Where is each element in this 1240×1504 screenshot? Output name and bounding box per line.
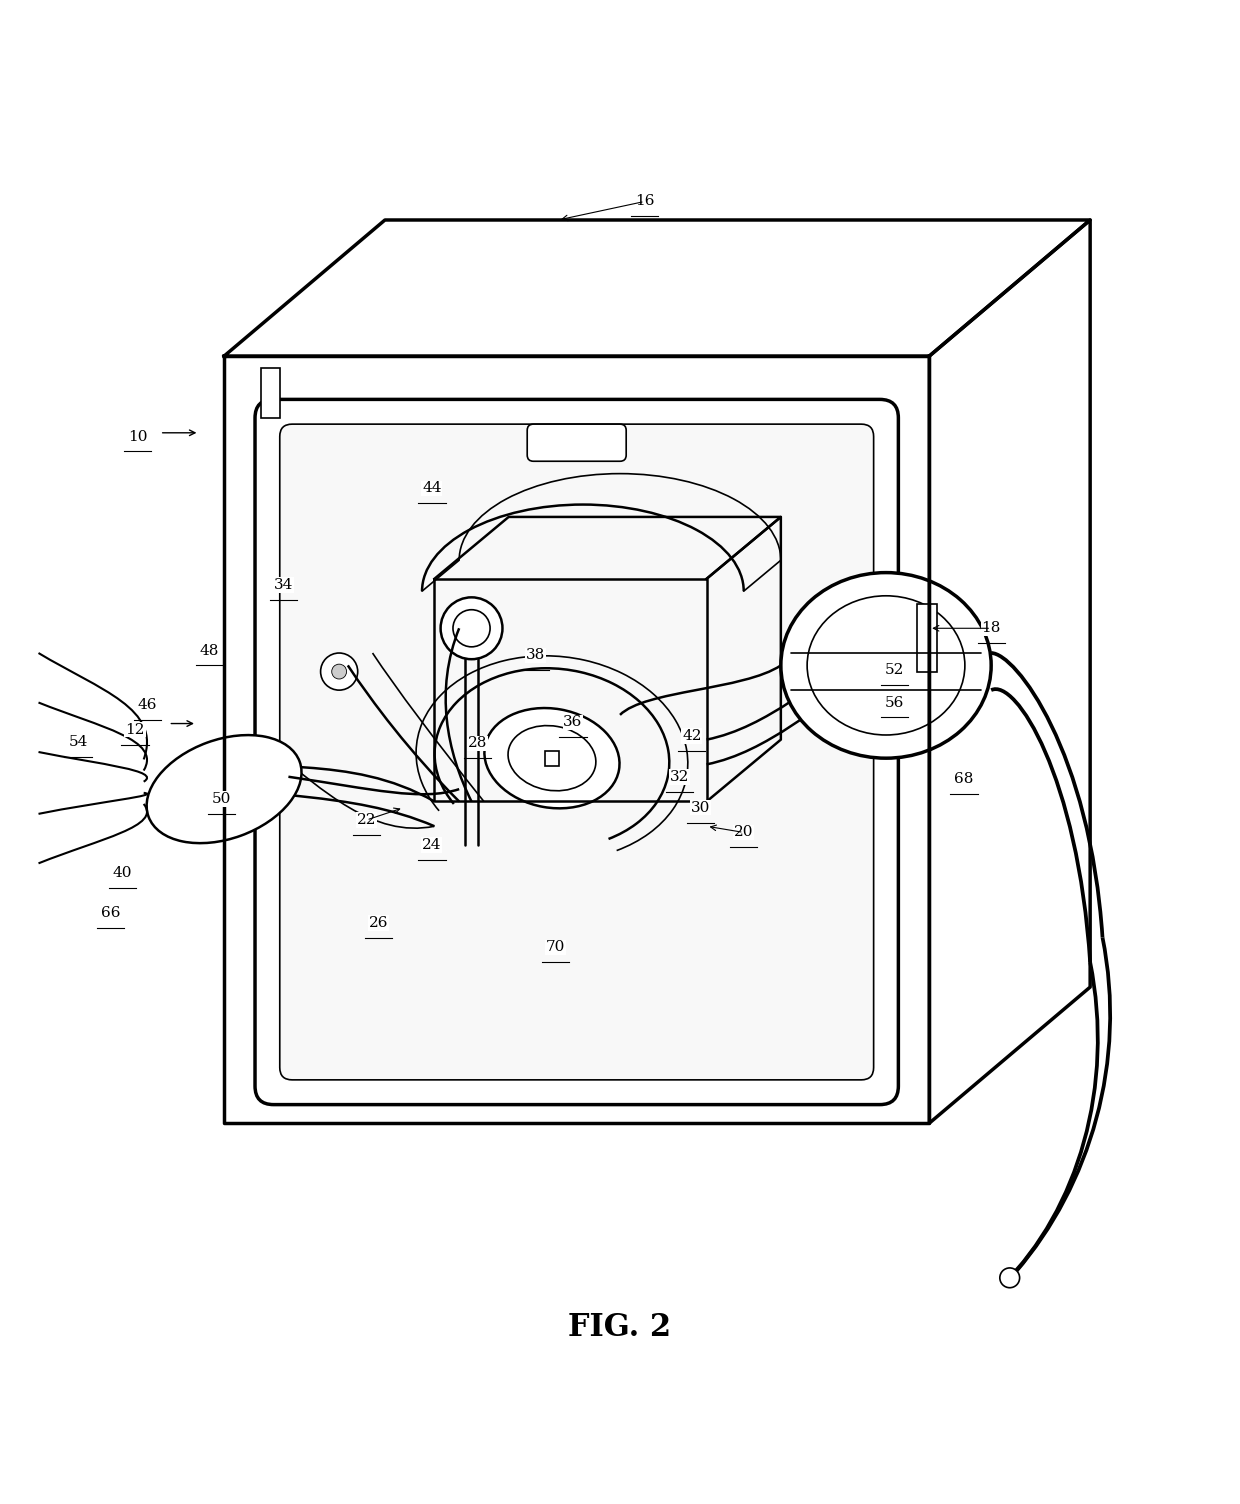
Text: 68: 68: [955, 772, 973, 787]
Ellipse shape: [508, 725, 596, 791]
Bar: [544, 750, 559, 766]
Ellipse shape: [781, 573, 991, 758]
Text: 42: 42: [682, 729, 702, 743]
Text: 46: 46: [138, 698, 157, 711]
Text: 26: 26: [370, 916, 388, 929]
Circle shape: [440, 597, 502, 659]
Text: 52: 52: [885, 663, 904, 677]
Text: 12: 12: [125, 723, 145, 737]
Text: 18: 18: [982, 621, 1001, 635]
Text: 38: 38: [526, 648, 546, 662]
Text: 30: 30: [691, 800, 711, 815]
Text: FIG. 2: FIG. 2: [568, 1311, 672, 1343]
Text: 36: 36: [563, 716, 583, 729]
Circle shape: [332, 665, 346, 678]
Text: 28: 28: [467, 737, 487, 750]
Text: 10: 10: [128, 430, 148, 444]
Text: 54: 54: [68, 735, 88, 749]
Circle shape: [321, 653, 357, 690]
Text: 22: 22: [357, 814, 376, 827]
Bar: [916, 603, 936, 672]
Text: 34: 34: [274, 578, 293, 593]
Text: 70: 70: [546, 940, 565, 955]
Text: 44: 44: [422, 481, 441, 495]
FancyBboxPatch shape: [280, 424, 874, 1080]
Text: 48: 48: [200, 644, 219, 657]
Text: 50: 50: [212, 793, 232, 806]
Text: 24: 24: [422, 838, 441, 851]
FancyBboxPatch shape: [527, 424, 626, 462]
Ellipse shape: [807, 596, 965, 735]
Ellipse shape: [146, 735, 301, 844]
Text: 16: 16: [635, 194, 655, 209]
FancyBboxPatch shape: [255, 400, 898, 1104]
Text: 40: 40: [113, 866, 133, 880]
Circle shape: [999, 1268, 1019, 1287]
Ellipse shape: [485, 708, 620, 808]
Text: 56: 56: [885, 695, 904, 710]
Text: 66: 66: [100, 905, 120, 920]
Text: 32: 32: [670, 770, 689, 784]
Bar: [262, 368, 280, 418]
Circle shape: [453, 609, 490, 647]
Text: 20: 20: [734, 826, 754, 839]
